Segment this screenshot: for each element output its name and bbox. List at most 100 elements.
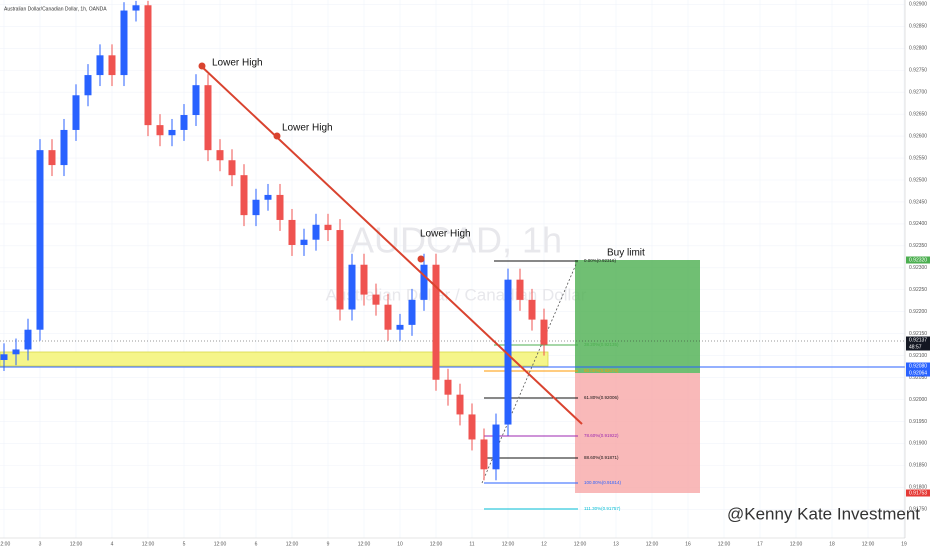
- candle-body: [180, 115, 188, 130]
- candle-body: [312, 224, 320, 240]
- candle-body: [192, 85, 200, 116]
- fib-levels: 0.00%(0.92316) 38.20%(0.92135) 50.00%(0.92…: [484, 258, 622, 511]
- price-label-box: [906, 256, 930, 264]
- y-tick-label: 0.92800: [909, 46, 927, 52]
- x-tick-label: 12:00: [286, 541, 299, 547]
- y-tick-label: 0.92300: [909, 265, 927, 271]
- y-tick-label: 0.92600: [909, 133, 927, 139]
- x-tick-label: 12:00: [142, 541, 155, 547]
- candles: [0, 0, 548, 481]
- x-tick-label: 4: [111, 541, 114, 547]
- fib-label: 0.00%(0.92316): [584, 258, 617, 263]
- candle-body: [504, 279, 512, 425]
- fib-label: 61.80%(0.92006): [584, 395, 619, 400]
- x-tick-label: 12:00: [790, 541, 803, 547]
- candle-body: [468, 414, 476, 440]
- loss-zone: [575, 373, 700, 493]
- y-tick-label: 0.92650: [909, 111, 927, 117]
- x-tick-label: 12:00: [718, 541, 731, 547]
- x-tick-label: 13: [613, 541, 619, 547]
- y-tick-label: 0.91900: [909, 441, 927, 447]
- candle-body: [288, 219, 296, 245]
- price-label-box: [906, 362, 930, 370]
- candle-body: [540, 319, 548, 345]
- candle-body: [492, 424, 500, 470]
- y-tick-label: 0.92700: [909, 90, 927, 96]
- candle-body: [336, 230, 344, 310]
- fib-label: 38.20%(0.92135): [584, 342, 619, 347]
- profit-zone: [575, 260, 700, 373]
- candle-body: [324, 224, 332, 231]
- price-label-box: [906, 336, 930, 344]
- fib-label: 78.60%(0.91922): [584, 433, 619, 438]
- annotation: Lower High: [282, 123, 333, 134]
- price-label: 0.92080: [909, 363, 927, 369]
- trend-line: [199, 64, 583, 425]
- x-tick-label: 17: [757, 541, 763, 547]
- pivot: [417, 255, 425, 263]
- candle-body: [348, 264, 356, 310]
- y-tick-label: 0.92500: [909, 177, 927, 183]
- candle-body: [432, 264, 440, 380]
- y-tick-label: 0.92850: [909, 24, 927, 30]
- y-tick-label: 0.92550: [909, 155, 927, 161]
- candle-body: [0, 354, 8, 360]
- x-tick-label: 10: [397, 541, 403, 547]
- x-tick-label: 18: [829, 541, 835, 547]
- candle-body: [480, 439, 488, 470]
- price-label: 0.91753: [909, 490, 927, 496]
- x-tick-label: 12:00: [574, 541, 587, 547]
- candle-body: [84, 75, 92, 96]
- annotation: Lower High: [420, 229, 471, 240]
- x-tick-label: 5: [183, 541, 186, 547]
- price-label: 0.92320: [909, 257, 927, 263]
- candle-body: [300, 239, 308, 245]
- price-label: 0.92137: [909, 337, 927, 343]
- y-tick-label: 0.91950: [909, 419, 927, 425]
- candle-body: [228, 160, 236, 176]
- candle-body: [132, 5, 140, 11]
- y-tick-label: 0.92000: [909, 397, 927, 403]
- price-label-box: [906, 369, 930, 377]
- y-tick-label: 0.92150: [909, 331, 927, 337]
- candle-body: [384, 304, 392, 330]
- price-label: 48:57: [909, 344, 922, 350]
- x-tick-label: 12:00: [502, 541, 515, 547]
- candle-body: [408, 299, 416, 325]
- candle-body: [528, 299, 536, 320]
- candle-body: [456, 394, 464, 415]
- candle-body: [264, 194, 272, 200]
- x-tick-label: 12:00: [214, 541, 227, 547]
- x-tick-label: 12:00: [430, 541, 443, 547]
- watermark: AUDCAD, 1h: [350, 220, 562, 261]
- x-tick-label: 3: [39, 541, 42, 547]
- x-tick-label: 12:00: [70, 541, 83, 547]
- x-tick-label: 12:00: [862, 541, 875, 547]
- x-tick-label: 16: [685, 541, 691, 547]
- y-tick-label: 0.92450: [909, 199, 927, 205]
- x-tick-label: 19: [901, 541, 907, 547]
- y-tick-label: 0.92900: [909, 2, 927, 8]
- y-tick-label: 0.91850: [909, 463, 927, 469]
- price-label-box: [906, 343, 930, 351]
- candle-body: [204, 85, 212, 151]
- candle-body: [24, 329, 32, 350]
- y-tick-label: 0.92750: [909, 68, 927, 74]
- candle-body: [276, 194, 284, 220]
- y-tick-label: 0.92250: [909, 287, 927, 293]
- price-label-box: [906, 489, 930, 497]
- candle-body: [12, 349, 20, 355]
- chart-header: Australian Dollar/Canadian Dollar, 1h, O…: [4, 6, 107, 12]
- y-tick-label: 0.92400: [909, 221, 927, 227]
- candle-body: [108, 55, 116, 76]
- candle-body: [144, 5, 152, 126]
- candle-body: [420, 264, 428, 300]
- y-tick-label: 0.92200: [909, 309, 927, 315]
- x-tick-label: 12:00: [358, 541, 371, 547]
- candle-body: [372, 294, 380, 305]
- y-tick-label: 0.92350: [909, 243, 927, 249]
- candle-body: [120, 10, 128, 76]
